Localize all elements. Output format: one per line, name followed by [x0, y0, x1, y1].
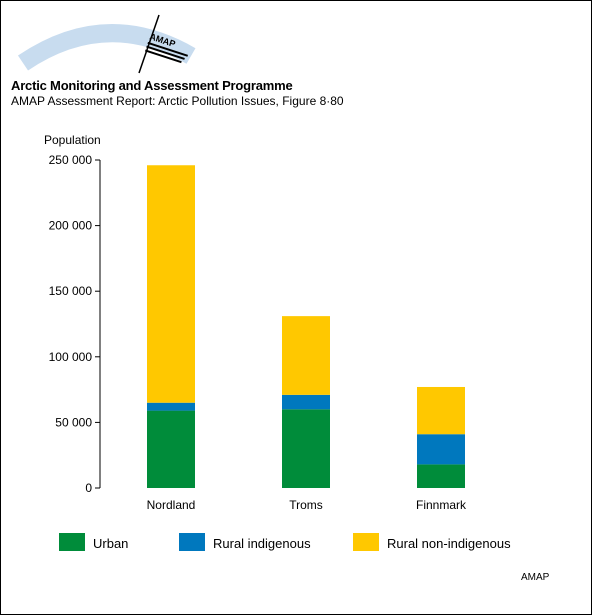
bar-nordland-rural-non-indigenous: [147, 165, 195, 403]
legend-swatch: [179, 533, 205, 551]
bar-troms-rural-indigenous: [282, 394, 330, 410]
logo-textline-2: [146, 45, 185, 60]
y-axis-label: Population: [44, 133, 101, 147]
logo-textline-1: [147, 41, 189, 57]
amap-logo: AMAP: [17, 14, 196, 74]
bar-finnmark-rural-non-indigenous: [417, 386, 465, 435]
y-tick-label: 150 000: [49, 284, 93, 298]
report-title: AMAP Assessment Report: Arctic Pollution…: [11, 94, 344, 108]
bar-finnmark-urban: [417, 464, 465, 488]
legend-label: Rural indigenous: [213, 536, 311, 551]
bar-nordland-rural-indigenous: [147, 402, 195, 411]
x-tick-label: Troms: [289, 498, 323, 512]
legend-label: Rural non-indigenous: [387, 536, 511, 551]
bar-troms-rural-non-indigenous: [282, 316, 330, 395]
y-tick-label: 0: [85, 481, 92, 495]
bar-finnmark-rural-indigenous: [417, 434, 465, 465]
legend-label: Urban: [93, 536, 128, 551]
legend-swatch: [59, 533, 85, 551]
x-tick-label: Finnmark: [416, 498, 467, 512]
y-tick-label: 50 000: [55, 415, 92, 429]
y-tick-label: 100 000: [49, 350, 93, 364]
y-tick-label: 250 000: [49, 153, 93, 167]
logo-arc: [17, 24, 196, 71]
bar-nordland-urban: [147, 410, 195, 488]
x-tick-label: Nordland: [147, 498, 196, 512]
org-title: Arctic Monitoring and Assessment Program…: [11, 78, 293, 93]
footer-credit: AMAP: [521, 572, 550, 583]
legend-swatch: [353, 533, 379, 551]
y-tick-label: 200 000: [49, 219, 93, 233]
bar-troms-urban: [282, 409, 330, 488]
logo-textline-3: [144, 49, 182, 64]
